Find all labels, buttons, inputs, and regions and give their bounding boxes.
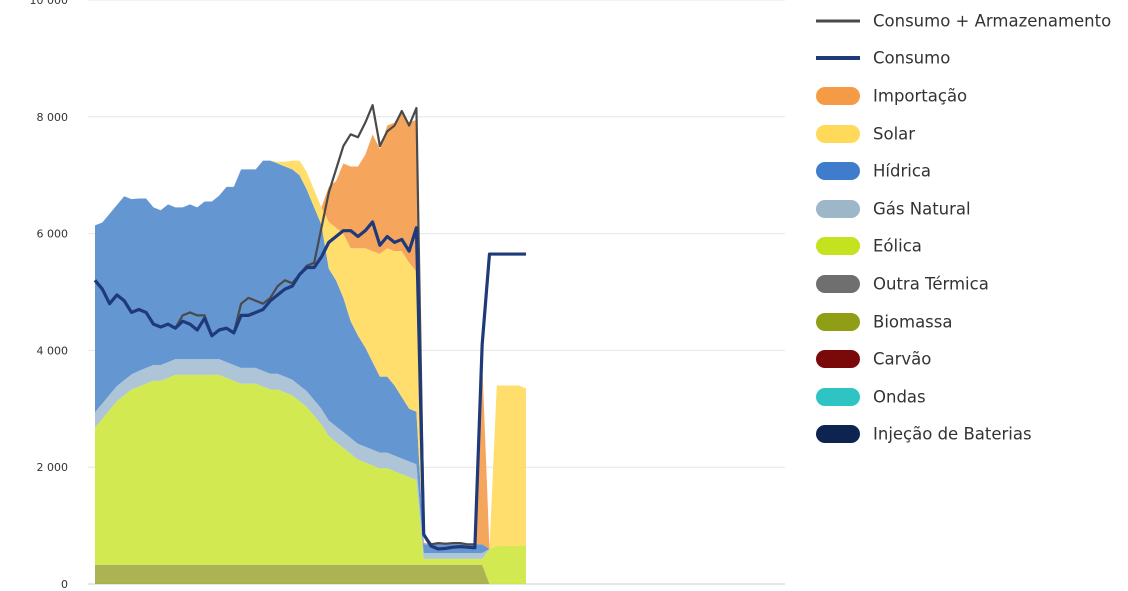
legend-swatch <box>816 86 860 105</box>
legend-label: Outra Térmica <box>873 274 989 294</box>
legend-swatch <box>816 425 860 444</box>
legend-item-gas-natural[interactable]: Gás Natural <box>816 190 1126 228</box>
y-tick-label: 2 000 <box>37 461 69 474</box>
legend-swatch <box>816 162 860 181</box>
legend-label: Eólica <box>873 236 922 256</box>
line-series <box>93 104 526 551</box>
legend: Consumo + Armazenamento Consumo Importaç… <box>816 2 1126 453</box>
area-series <box>95 110 526 584</box>
legend-label: Solar <box>873 124 916 144</box>
y-tick-label: 4 000 <box>37 344 69 357</box>
legend-label: Consumo + Armazenamento <box>873 11 1112 31</box>
legend-item-outra-termica[interactable]: Outra Térmica <box>816 265 1126 303</box>
y-tick-label: 0 <box>61 578 68 591</box>
legend-item-injecao-baterias[interactable]: Injeção de Baterias <box>816 416 1126 454</box>
y-axis: 0 2 000 4 000 6 000 8 000 10 000 <box>30 0 69 591</box>
legend-label: Importação <box>873 86 968 106</box>
legend-item-eolica[interactable]: Eólica <box>816 228 1126 266</box>
legend-label: Ondas <box>873 387 926 407</box>
legend-item-ondas[interactable]: Ondas <box>816 378 1126 416</box>
area-e-lica <box>95 374 526 584</box>
legend-item-carvao[interactable]: Carvão <box>816 340 1126 378</box>
legend-swatch <box>816 19 860 23</box>
area-importa-o <box>95 110 526 549</box>
legend-swatch <box>816 199 860 218</box>
legend-swatch <box>816 387 860 406</box>
legend-swatch <box>816 124 860 143</box>
legend-swatch <box>816 312 860 331</box>
area-biomassa <box>95 564 526 584</box>
area-g-s-natural <box>95 359 526 559</box>
energy-chart: 0 2 000 4 000 6 000 8 000 10 000 <box>30 0 785 591</box>
legend-item-importacao[interactable]: Importação <box>816 77 1126 115</box>
y-tick-label: 10 000 <box>30 0 69 7</box>
y-tick-label: 6 000 <box>37 228 69 241</box>
legend-label: Hídrica <box>873 161 932 181</box>
legend-label: Injeção de Baterias <box>873 424 1032 444</box>
legend-label: Consumo <box>873 48 951 68</box>
y-tick-label: 8 000 <box>37 111 69 124</box>
legend-swatch <box>816 274 860 293</box>
legend-item-consumo-armazenamento[interactable]: Consumo + Armazenamento <box>816 2 1126 40</box>
legend-label: Carvão <box>873 349 932 369</box>
legend-item-hidrica[interactable]: Hídrica <box>816 152 1126 190</box>
line-consumo <box>93 220 526 551</box>
legend-swatch <box>816 237 860 256</box>
legend-item-consumo[interactable]: Consumo <box>816 40 1126 78</box>
legend-item-biomassa[interactable]: Biomassa <box>816 303 1126 341</box>
legend-label: Gás Natural <box>873 199 971 219</box>
legend-swatch <box>816 350 860 369</box>
area-h-drica <box>95 160 526 554</box>
legend-label: Biomassa <box>873 312 953 332</box>
legend-item-solar[interactable]: Solar <box>816 115 1126 153</box>
legend-swatch <box>816 56 860 61</box>
